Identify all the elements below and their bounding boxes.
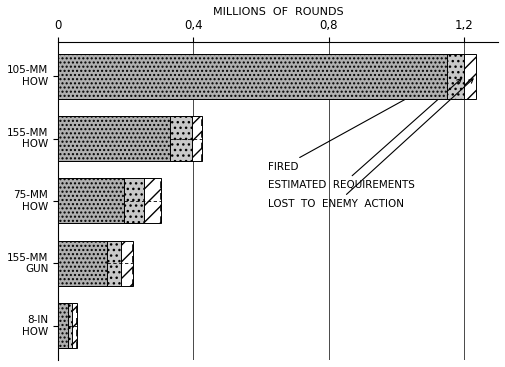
Bar [58, 116, 192, 161]
Text: ESTIMATED  REQUIREMENTS: ESTIMATED REQUIREMENTS [268, 79, 461, 190]
Text: FIRED: FIRED [268, 78, 444, 172]
X-axis label: MILLIONS  OF  ROUNDS: MILLIONS OF ROUNDS [213, 7, 343, 17]
Bar [58, 116, 170, 161]
Bar [58, 303, 72, 348]
Bar [58, 54, 464, 99]
Text: LOST  TO  ENEMY  ACTION: LOST TO ENEMY ACTION [268, 79, 473, 209]
Bar [58, 116, 202, 161]
Bar [58, 303, 77, 348]
Bar [58, 303, 68, 348]
Bar [58, 54, 476, 99]
Bar [58, 178, 144, 224]
Bar [58, 241, 132, 286]
Bar [58, 178, 124, 224]
Bar [58, 241, 121, 286]
Bar [58, 241, 107, 286]
Bar [58, 178, 161, 224]
Bar [58, 54, 447, 99]
